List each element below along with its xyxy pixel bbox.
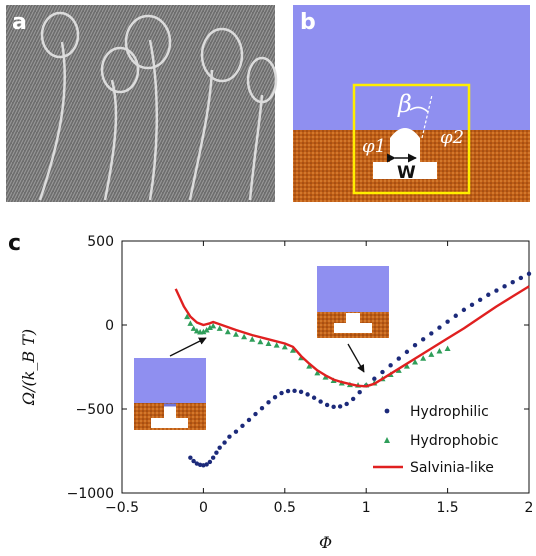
legend-hydrophobic-label: Hydrophobic <box>410 433 499 449</box>
hydrophobic-point <box>428 351 434 357</box>
hydrophilic-point <box>405 350 409 354</box>
hydrophilic-point <box>312 396 316 400</box>
inset-left <box>134 358 206 430</box>
hydrophilic-point <box>445 319 449 323</box>
hydrophilic-point <box>240 424 244 428</box>
hydrophilic-point <box>380 370 384 374</box>
hydrophilic-point <box>494 288 498 292</box>
hydrophilic-point <box>188 456 192 460</box>
hydrophilic-point <box>217 445 221 449</box>
hydrophilic-point <box>413 343 417 347</box>
hydrophilic-point <box>486 293 490 297</box>
x-tick-label: 2 <box>525 500 534 516</box>
panel-b-letter: b <box>300 10 316 35</box>
hydrophobic-point <box>445 346 451 352</box>
y-tick-label: 0 <box>105 318 114 334</box>
x-tick-label: 1 <box>362 500 371 516</box>
y-tick-label: 500 <box>87 234 114 250</box>
hydrophilic-point <box>397 356 401 360</box>
hydrophilic-point <box>437 325 441 329</box>
hydrophilic-point <box>388 363 392 367</box>
hydrophilic-point <box>253 412 257 416</box>
x-tick-label: 0.5 <box>274 500 296 516</box>
hydrophilic-point <box>286 389 290 393</box>
hydrophilic-point <box>292 389 296 393</box>
hydrophobic-point <box>225 329 231 335</box>
legend-hydrophobic-marker <box>384 437 390 443</box>
hydrophilic-point <box>266 400 270 404</box>
hydrophilic-point <box>338 404 342 408</box>
inset-right <box>317 266 389 338</box>
hydrophilic-point <box>331 405 335 409</box>
hydrophilic-point <box>527 272 531 276</box>
hydrophobic-point <box>266 340 272 346</box>
hydrophilic-point <box>214 450 218 454</box>
hydrophilic-point <box>305 392 309 396</box>
hydrophobic-point <box>436 348 442 354</box>
hydrophilic-point <box>454 314 458 318</box>
hydrophilic-point <box>211 456 215 460</box>
y-tick-label: −1000 <box>67 486 114 502</box>
chart: −0.5 0 0.5 1 1.5 2 500 0 −500 −1000 Φ Ω/(k_B T) <box>19 234 533 552</box>
x-axis-label: Φ <box>319 533 332 552</box>
hydrophilic-point <box>247 418 251 422</box>
hydrophilic-point <box>222 440 226 444</box>
width-label: W <box>397 163 416 183</box>
panel-c: c −0.5 0 0.5 1 1.5 2 500 0 −500 −1000 Φ Ω/(k_B T) H… <box>8 231 533 552</box>
legend-salvinia-label: Salvinia-like <box>410 460 494 476</box>
phi1-label: φ1 <box>362 136 386 157</box>
hydrophilic-point <box>470 303 474 307</box>
hydrophilic-point <box>429 331 433 335</box>
hydrophobic-point <box>249 336 255 342</box>
hydrophobic-point <box>257 339 263 345</box>
panel-c-letter: c <box>8 231 21 256</box>
hydrophilic-point <box>351 397 355 401</box>
hydrophilic-point <box>260 406 264 410</box>
hydrophilic-point <box>208 460 212 464</box>
legend-hydrophilic-label: Hydrophilic <box>410 404 489 420</box>
y-axis-label: Ω/(k_B T) <box>19 329 38 406</box>
hydrophobic-point <box>187 320 193 326</box>
hydrophilic-point <box>357 390 361 394</box>
hydrophilic-point <box>519 276 523 280</box>
hydrophilic-point <box>502 284 506 288</box>
beta-label: β <box>397 90 412 118</box>
legend: Hydrophilic Hydrophobic Salvinia-like <box>373 404 499 476</box>
hydrophilic-point <box>325 403 329 407</box>
hydrophobic-point <box>241 334 247 340</box>
hydrophilic-point <box>227 435 231 439</box>
y-tick-label: −500 <box>76 402 114 418</box>
legend-hydrophilic-marker <box>385 409 390 414</box>
hydrophilic-point <box>344 402 348 406</box>
panel-a: a <box>6 5 276 202</box>
phi2-label: φ2 <box>440 127 464 148</box>
hydrophobic-point <box>233 331 239 337</box>
inset-left-arrow <box>170 338 206 356</box>
hydrophilic-point <box>273 395 277 399</box>
hydrophilic-point <box>279 391 283 395</box>
x-tick-label: 1.5 <box>436 500 458 516</box>
hydrophilic-point <box>511 280 515 284</box>
panel-a-letter: a <box>12 10 27 35</box>
hydrophilic-point <box>421 337 425 341</box>
hydrophilic-point <box>318 399 322 403</box>
hydrophilic-point <box>299 390 303 394</box>
hydrophilic-point <box>234 429 238 433</box>
hydrophilic-point <box>462 308 466 312</box>
x-tick-label: −0.5 <box>105 500 139 516</box>
inset-right-arrow <box>348 344 364 372</box>
hydrophilic-point <box>478 298 482 302</box>
x-tick-label: 0 <box>199 500 208 516</box>
panel-b: β φ1 φ2 W b <box>293 5 530 202</box>
